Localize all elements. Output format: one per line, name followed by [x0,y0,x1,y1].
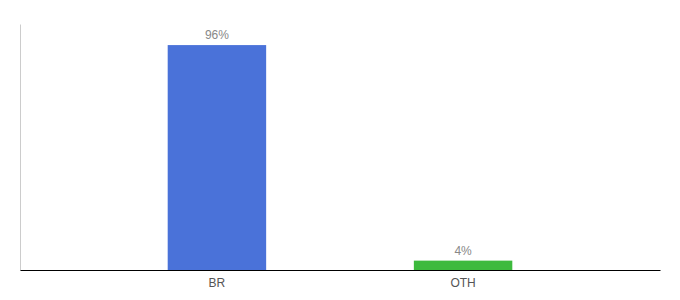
x-tick: OTH [450,276,475,290]
x-tick-label: OTH [450,276,475,290]
x-axis: BR OTH [21,271,661,290]
y-axis-line [20,25,21,271]
data-label: 4% [454,244,472,258]
bar [168,45,266,270]
x-axis-line [21,270,661,271]
data-label: 96% [205,28,229,42]
bars [168,45,513,270]
chart: BR OTH 96% 4% [0,0,680,300]
plot: BR OTH 96% 4% [21,25,661,290]
x-tick-label: BR [209,276,226,290]
x-tick: BR [209,276,226,290]
y-axis [20,25,21,271]
data-labels: 96% 4% [205,28,472,258]
bar [414,261,512,270]
